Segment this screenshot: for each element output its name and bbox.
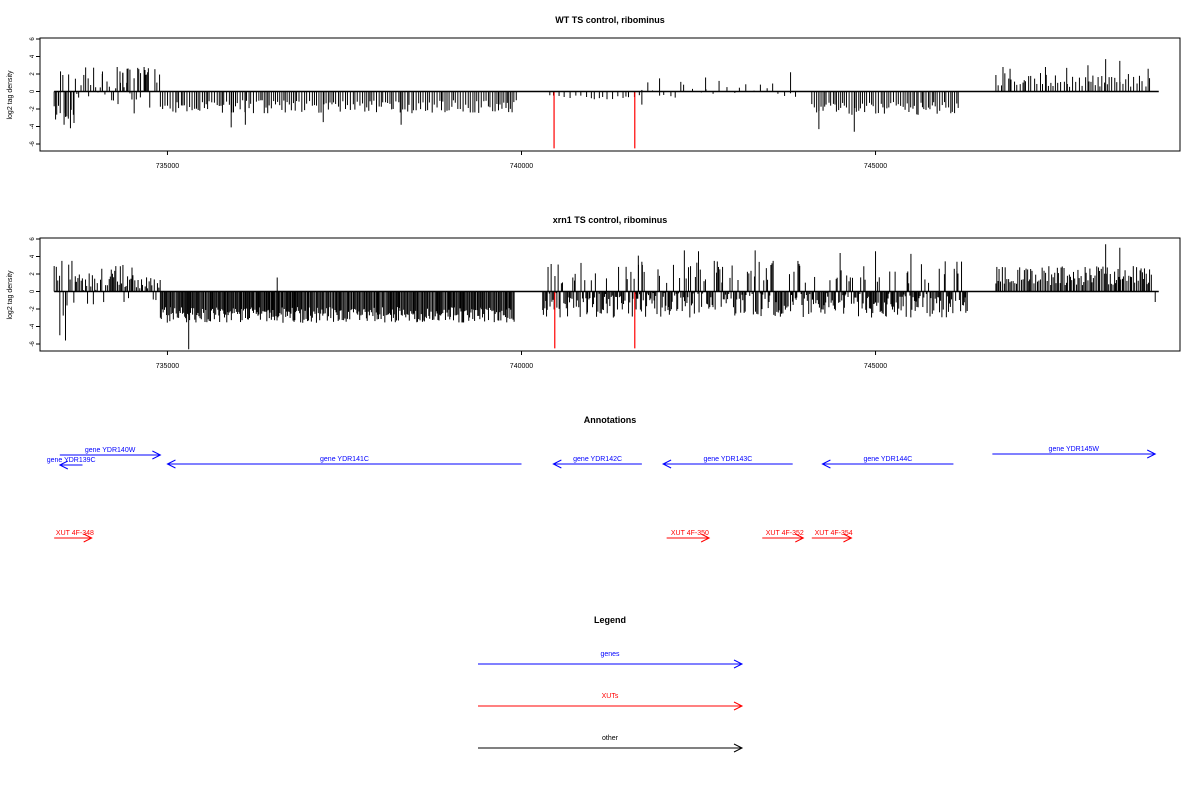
y-tick-label: 4 xyxy=(30,54,36,58)
x-tick-label: 745000 xyxy=(864,163,887,170)
gene-feature xyxy=(661,459,793,469)
legend-item-1 xyxy=(478,701,744,711)
y-tick-label: -6 xyxy=(30,341,36,347)
xut-features: XUT 4F-348 XUT 4F-350 XUT 4F-352 XUT 4F-354 xyxy=(54,530,853,543)
xrn1-track-x-axis: 735000 740000 745000 xyxy=(156,351,887,370)
xrn1-track-bars xyxy=(53,244,1159,350)
xrn1-track-ylabel: log2 tag density xyxy=(7,270,14,320)
feature-arrowhead xyxy=(843,533,853,543)
xut-feature xyxy=(811,533,853,543)
wt-track-plot-box xyxy=(39,37,1181,152)
x-tick-label: 735000 xyxy=(156,163,179,170)
feature-arrowhead xyxy=(700,533,711,543)
xut-label: XUT 4F-354 xyxy=(815,530,853,537)
feature-arrowhead xyxy=(83,533,93,543)
feature-arrowhead xyxy=(733,659,744,669)
legend: Legend genes XUTs other xyxy=(478,615,744,753)
x-tick-label: 735000 xyxy=(156,363,179,370)
xut-feature xyxy=(666,533,711,543)
gene-feature xyxy=(166,459,522,469)
y-tick-label: 2 xyxy=(30,272,36,276)
feature-arrowhead xyxy=(552,459,562,469)
wt-track-title: WT TS control, ribominus xyxy=(555,15,665,25)
legend-item-2 xyxy=(478,743,744,753)
feature-arrowhead xyxy=(733,743,744,753)
feature-arrowhead xyxy=(795,533,805,543)
gene-label: gene YDR145W xyxy=(1049,446,1100,453)
xrn1-track-y-axis: -6 -4 -2 0 2 4 6 xyxy=(30,237,41,347)
y-tick-label: -2 xyxy=(30,306,36,312)
y-tick-label: 2 xyxy=(30,72,36,76)
y-tick-label: -4 xyxy=(30,323,36,329)
xut-label: XUT 4F-348 xyxy=(56,530,94,537)
x-tick-label: 740000 xyxy=(510,363,533,370)
legend-items: genes XUTs other xyxy=(478,651,744,753)
y-tick-label: -6 xyxy=(30,141,36,147)
feature-arrowhead xyxy=(661,459,672,469)
feature-arrowhead xyxy=(58,460,69,470)
y-tick-label: 6 xyxy=(30,237,36,241)
feature-arrowhead xyxy=(1146,449,1157,459)
gene-label: gene YDR139C xyxy=(47,457,96,464)
xrn1-track-panel: xrn1 TS control, ribominus log2 tag dens… xyxy=(7,215,1181,370)
y-tick-label: 0 xyxy=(30,89,36,93)
y-tick-label: 6 xyxy=(30,37,36,41)
feature-arrowhead xyxy=(166,459,176,469)
feature-arrowhead xyxy=(821,459,831,469)
legend-label: genes xyxy=(600,651,620,658)
gene-features: gene YDR139C gene YDR140W gene YDR141C gene… xyxy=(47,446,1157,470)
gene-label: gene YDR142C xyxy=(573,456,622,463)
xut-label: XUT 4F-352 xyxy=(766,530,804,537)
gene-label: gene YDR141C xyxy=(320,456,369,463)
wt-track-bars xyxy=(53,59,1159,149)
gene-feature xyxy=(58,460,83,470)
legend-item-0 xyxy=(478,659,744,669)
feature-arrowhead xyxy=(152,450,162,460)
xut-label: XUT 4F-350 xyxy=(671,530,709,537)
gene-label: gene YDR144C xyxy=(863,456,912,463)
y-tick-label: 4 xyxy=(30,254,36,258)
wt-track-panel: WT TS control, ribominus log2 tag densit… xyxy=(7,15,1181,170)
legend-label: other xyxy=(602,735,619,742)
gene-label: gene YDR143C xyxy=(703,456,752,463)
y-tick-label: -4 xyxy=(30,123,36,129)
gene-feature xyxy=(59,450,162,460)
feature-arrowhead xyxy=(733,701,744,711)
x-tick-label: 745000 xyxy=(864,363,887,370)
xut-feature xyxy=(762,533,805,543)
gene-feature xyxy=(992,449,1157,459)
gene-feature xyxy=(552,459,642,469)
legend-title: Legend xyxy=(594,615,626,625)
xrn1-track-title: xrn1 TS control, ribominus xyxy=(553,215,668,225)
gene-label: gene YDR140W xyxy=(85,447,136,454)
x-tick-label: 740000 xyxy=(510,163,533,170)
xut-feature xyxy=(54,533,93,543)
y-tick-label: -2 xyxy=(30,106,36,112)
legend-label: XUTs xyxy=(602,693,619,700)
annotations-title: Annotations xyxy=(584,415,637,425)
gene-feature xyxy=(821,459,954,469)
wt-track-x-axis: 735000 740000 745000 xyxy=(156,151,887,170)
y-tick-label: 0 xyxy=(30,289,36,293)
wt-track-y-axis: -6 -4 -2 0 2 4 6 xyxy=(30,37,41,147)
wt-track-ylabel: log2 tag density xyxy=(7,70,14,120)
